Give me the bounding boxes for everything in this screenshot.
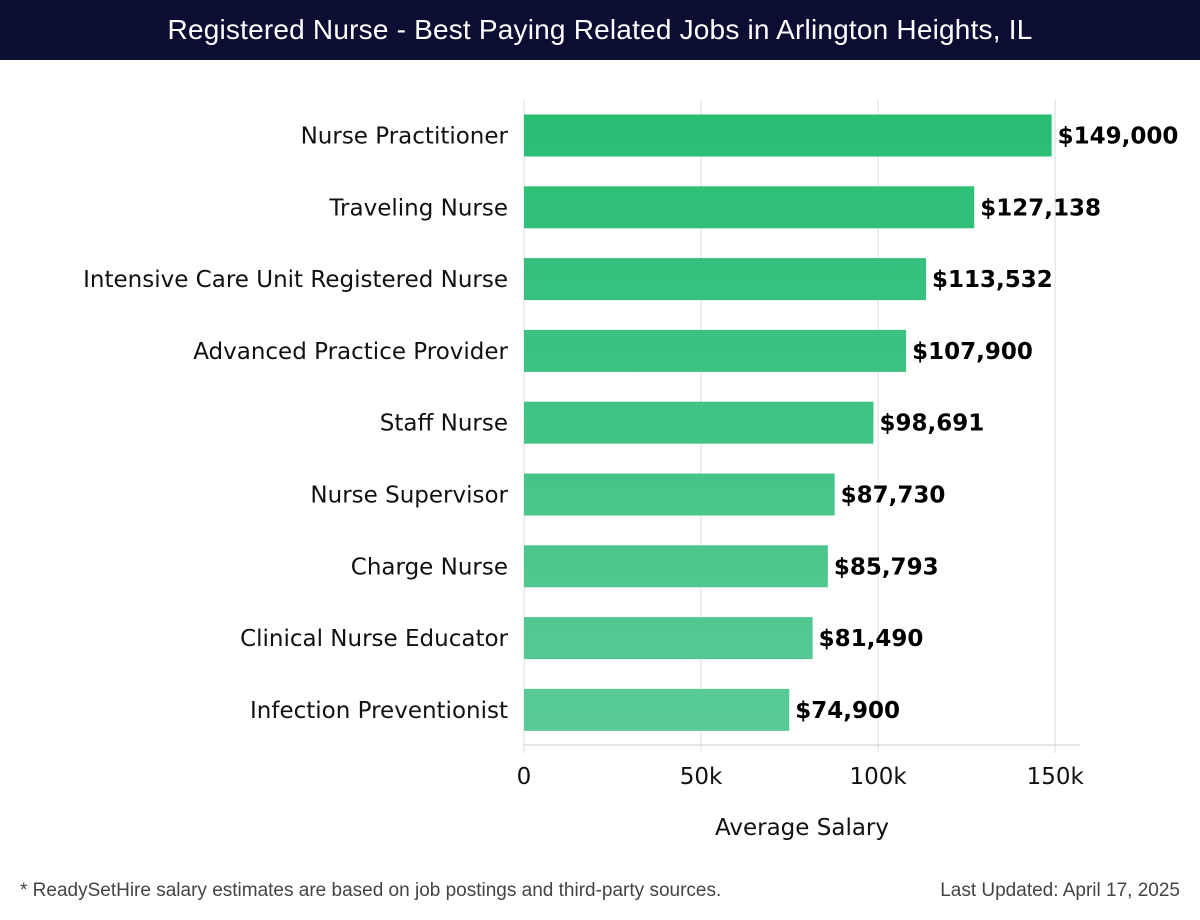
tick-label: 0	[517, 764, 532, 790]
value-label: $87,730	[841, 483, 946, 509]
value-label: $74,900	[795, 698, 900, 724]
category-label: Clinical Nurse Educator	[240, 626, 508, 652]
category-label: Intensive Care Unit Registered Nurse	[83, 267, 508, 293]
bar	[524, 617, 813, 660]
category-label: Nurse Practitioner	[301, 124, 509, 150]
category-label: Advanced Practice Provider	[193, 339, 508, 365]
footnote: * ReadySetHire salary estimates are base…	[20, 880, 722, 901]
x-axis-title: Average Salary	[715, 815, 889, 841]
title-bar: Registered Nurse - Best Paying Related J…	[0, 0, 1200, 60]
bar	[524, 545, 828, 588]
category-label: Staff Nurse	[380, 411, 508, 437]
bar	[524, 186, 975, 229]
category-label: Nurse Supervisor	[310, 483, 508, 509]
bar	[524, 401, 874, 444]
category-label: Charge Nurse	[351, 554, 508, 580]
bar	[524, 473, 835, 516]
category-label: Traveling Nurse	[328, 195, 508, 221]
value-label: $127,138	[980, 195, 1101, 221]
tick-label: 50k	[680, 764, 723, 790]
chart-title: Registered Nurse - Best Paying Related J…	[167, 14, 1033, 45]
value-label: $107,900	[912, 339, 1033, 365]
bar	[524, 258, 927, 301]
tick-label: 150k	[1027, 764, 1085, 790]
value-label: $149,000	[1058, 124, 1179, 150]
value-label: $113,532	[932, 267, 1053, 293]
value-label: $81,490	[819, 626, 924, 652]
category-label: Infection Preventionist	[250, 698, 508, 724]
bar-chart: Nurse Practitioner $149,000 Traveling Nurs…	[83, 100, 1179, 841]
bar	[524, 114, 1052, 157]
bar	[524, 329, 907, 372]
tick-label: 100k	[850, 764, 908, 790]
value-label: $85,793	[834, 554, 939, 580]
last-updated: Last Updated: April 17, 2025	[940, 880, 1180, 901]
bar	[524, 688, 790, 731]
value-label: $98,691	[880, 411, 985, 437]
